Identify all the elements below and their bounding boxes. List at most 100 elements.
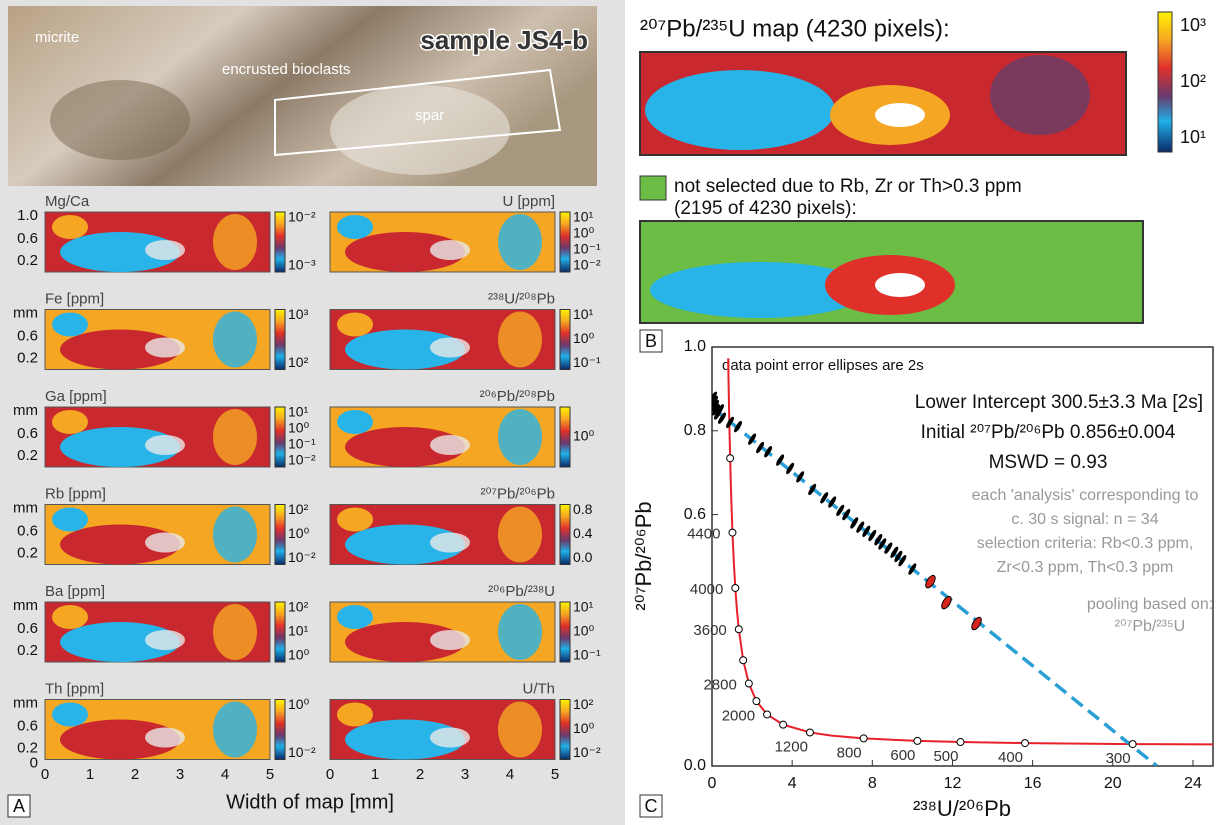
map-texture xyxy=(875,103,925,127)
colorbar-label: 10⁻² xyxy=(573,257,601,273)
x-tick-label: 4 xyxy=(506,766,514,783)
age-marker xyxy=(957,739,964,746)
map-texture xyxy=(213,507,257,563)
map-texture xyxy=(498,604,542,660)
map-texture xyxy=(430,728,470,748)
age-label: 600 xyxy=(890,747,915,764)
map-texture xyxy=(498,409,542,465)
age-marker xyxy=(780,721,787,728)
map-texture xyxy=(430,435,470,455)
map-texture xyxy=(498,312,542,368)
age-marker xyxy=(764,711,771,718)
map-texture xyxy=(498,214,542,270)
colorbar-label: 10² xyxy=(288,599,309,615)
colorbar-label: 10⁻¹ xyxy=(573,354,601,370)
x-tick-label: 5 xyxy=(551,766,559,783)
map-texture xyxy=(52,508,88,532)
map-texture xyxy=(645,70,835,150)
map-texture xyxy=(498,507,542,563)
colorbar-label: 10⁰ xyxy=(288,420,310,436)
colorbar-label: 10⁰ xyxy=(573,428,595,444)
age-label: 400 xyxy=(998,749,1023,766)
annotation: data point error ellipses are 2s xyxy=(722,357,924,374)
x-axis-label: Width of map [mm] xyxy=(226,791,394,813)
note: each 'analysis' corresponding to xyxy=(972,487,1199,504)
x-tick-label: 24 xyxy=(1184,775,1202,792)
age-marker xyxy=(914,737,921,744)
note: pooling based on: xyxy=(1087,596,1213,613)
x-tick-label: 16 xyxy=(1024,775,1042,792)
y-tick-label: 0.2 xyxy=(17,349,38,366)
age-marker xyxy=(1129,741,1136,748)
legend-swatch xyxy=(640,176,666,200)
colorbar-label: 10⁻² xyxy=(288,452,316,468)
map-title: Ga [ppm] xyxy=(45,388,107,405)
colorbar xyxy=(275,602,285,662)
age-label: 1200 xyxy=(775,738,808,755)
colorbar-label: 10⁰ xyxy=(573,330,595,346)
map-texture xyxy=(875,273,925,297)
colorbar xyxy=(560,407,570,467)
map-texture xyxy=(145,630,185,650)
colorbar xyxy=(560,212,570,272)
age-marker xyxy=(1022,740,1029,747)
x-tick-label: 2 xyxy=(131,766,139,783)
photo-texture xyxy=(50,80,190,160)
colorbar xyxy=(1158,12,1172,152)
x-axis-label: ²³⁸U/²⁰⁶Pb xyxy=(913,796,1011,821)
panel-label: B xyxy=(645,331,657,351)
colorbar-label: 10² xyxy=(573,696,594,712)
x-tick-label: 8 xyxy=(868,775,877,792)
annotation: Initial ²⁰⁷Pb/²⁰⁶Pb 0.856±0.004 xyxy=(921,422,1176,443)
x-tick-label: 5 xyxy=(266,766,274,783)
colorbar-label: 10³ xyxy=(1180,15,1206,35)
colorbar-label: 10² xyxy=(288,501,309,517)
x-tick-label: 3 xyxy=(461,766,469,783)
map-texture xyxy=(498,702,542,758)
x-tick-label: 4 xyxy=(788,775,797,792)
map-title: ²⁰⁶Pb/²⁰⁸Pb xyxy=(480,388,555,405)
colorbar-label: 0.0 xyxy=(573,549,593,565)
map-texture xyxy=(213,214,257,270)
map-title: ²⁰⁷Pb/²³⁵U map (4230 pixels): xyxy=(640,15,950,42)
colorbar xyxy=(560,602,570,662)
colorbar xyxy=(560,700,570,760)
age-marker xyxy=(727,455,734,462)
map-texture xyxy=(213,604,257,660)
x-tick-label: 20 xyxy=(1104,775,1122,792)
x-tick-label: 0 xyxy=(708,775,717,792)
map-title: Ba [ppm] xyxy=(45,583,105,600)
x-tick-label: 1 xyxy=(371,766,379,783)
photo-label: spar xyxy=(415,107,444,124)
colorbar xyxy=(275,212,285,272)
y-tick-label: 0.2 xyxy=(17,447,38,464)
x-tick-label: 0 xyxy=(41,766,49,783)
figure: micrite encrusted bioclasts spar sample … xyxy=(0,0,1225,825)
colorbar-label: 10¹ xyxy=(288,623,309,639)
colorbar-label: 10² xyxy=(288,354,309,370)
map-texture xyxy=(145,338,185,358)
y-tick-label: 0.6 xyxy=(17,620,38,637)
colorbar-label: 10⁻² xyxy=(288,744,316,760)
map-texture xyxy=(52,215,88,239)
y-tick-label: mm xyxy=(13,694,38,711)
y-tick-label: 0 xyxy=(30,754,38,771)
y-tick-label: mm xyxy=(13,304,38,321)
y-tick-label: 0.2 xyxy=(17,252,38,269)
map-title: ²⁰⁶Pb/²³⁸U xyxy=(488,583,555,600)
y-tick-label: 0.6 xyxy=(17,230,38,247)
colorbar-label: 10⁻³ xyxy=(288,257,316,273)
map-texture xyxy=(145,240,185,260)
legend-text: not selected due to Rb, Zr or Th>0.3 ppm xyxy=(674,176,1022,197)
colorbar-label: 10¹ xyxy=(1180,127,1206,147)
x-tick-label: 12 xyxy=(944,775,962,792)
map-title: U [ppm] xyxy=(502,193,555,210)
colorbar xyxy=(560,505,570,565)
panel-label: C xyxy=(645,796,658,816)
colorbar-label: 10⁻¹ xyxy=(288,436,316,452)
colorbar-label: 10⁰ xyxy=(288,696,310,712)
colorbar xyxy=(275,700,285,760)
map-title: ²³⁸U/²⁰⁸Pb xyxy=(488,290,555,307)
age-label: 300 xyxy=(1106,750,1131,767)
photo-title: sample JS4-b xyxy=(420,25,588,55)
